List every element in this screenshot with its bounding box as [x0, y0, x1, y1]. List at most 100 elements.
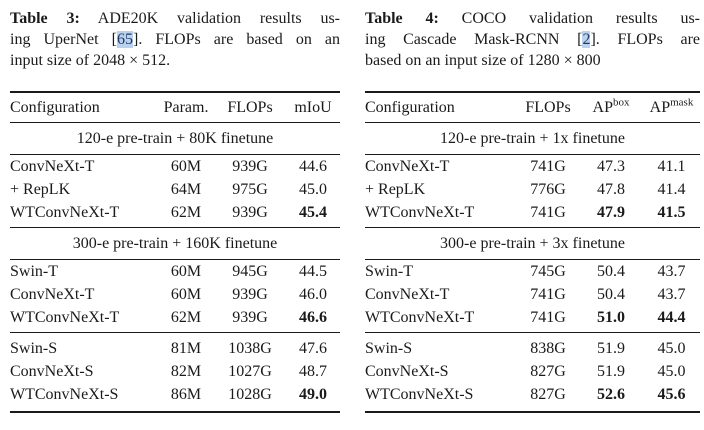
table3-column: Table 3: ADE20K validation results us-in…: [10, 8, 340, 413]
value-cell: 86M: [170, 386, 202, 403]
citation-link[interactable]: 65: [116, 31, 133, 48]
caption-line: based on an input size of 1280 × 800: [365, 50, 700, 71]
column-header-row: Configuration Param. FLOPs mIoU: [10, 92, 340, 123]
table-row: ConvNeXt-T 60M 939G 44.6: [10, 155, 340, 179]
value-cell: 1028G: [228, 386, 272, 403]
column-header-label: Param.: [163, 99, 209, 116]
value-cell: 64M: [170, 181, 202, 198]
value-cell: 44.6: [299, 158, 327, 175]
value-cell: 44.4: [643, 306, 700, 333]
value-cell: 745G: [530, 263, 566, 280]
column-header-label: Configuration: [10, 99, 100, 116]
value-cell: 49.0: [299, 386, 327, 403]
caption-segment: ing Cascade Mask-RCNN [: [365, 31, 583, 48]
column-header-label: AP: [649, 99, 671, 116]
value-cell: 50.4: [597, 263, 625, 280]
config-cell: + RepLK: [10, 181, 71, 198]
value-cell: 827G: [530, 363, 566, 380]
section-header-label: 300-e pre-train + 3x finetune: [365, 227, 700, 260]
column-header-label: mIoU: [294, 99, 332, 116]
column-header-superscript: box: [612, 96, 630, 109]
value-cell: 51.0: [579, 306, 643, 333]
config-cell: Swin-T: [10, 263, 58, 280]
value-cell: 41.4: [657, 181, 686, 198]
config-cell: + RepLK: [365, 181, 426, 198]
section-header-label: 120-e pre-train + 1x finetune: [365, 122, 700, 155]
value-cell: 47.8: [597, 181, 625, 198]
column-header: APbox: [579, 92, 643, 123]
table4-caption: Table 4: COCO validation results us-ing …: [365, 8, 700, 71]
value-cell: 939G: [232, 286, 268, 303]
config-cell: WTConvNeXt-T: [10, 306, 158, 333]
section-header-row: 300-e pre-train + 3x finetune: [365, 227, 700, 260]
caption-line: ing UperNet [65]. FLOPs are based on an: [10, 29, 340, 50]
column-header-label: FLOPs: [227, 99, 273, 116]
value-cell: 43.7: [657, 286, 686, 303]
caption-line: Table 4: COCO validation results us-: [365, 8, 700, 29]
table-row: WTConvNeXt-S 827G 52.6 45.6: [365, 383, 700, 412]
value-cell: 46.0: [299, 286, 327, 303]
value-cell: 939G: [214, 201, 286, 228]
value-cell: 44.5: [299, 263, 327, 280]
table4-column: Table 4: COCO validation results us-ing …: [365, 8, 700, 413]
config-cell: ConvNeXt-S: [365, 363, 449, 380]
column-header-label: Configuration: [365, 99, 455, 116]
value-cell: 45.0: [657, 340, 686, 357]
value-cell: 43.7: [657, 263, 686, 280]
table-row: ConvNeXt-T 741G 47.3 41.1: [365, 155, 700, 179]
value-cell: 51.9: [597, 363, 625, 380]
column-header: Param.: [158, 92, 214, 123]
config-cell: Swin-T: [365, 263, 413, 280]
value-cell: 45.0: [299, 181, 327, 198]
value-cell: 50.4: [597, 286, 625, 303]
table-row: Swin-T 745G 50.4 43.7: [365, 260, 700, 284]
value-cell: 741G: [517, 306, 579, 333]
value-cell: 741G: [530, 158, 566, 175]
value-cell: 776G: [530, 181, 566, 198]
table-row: ConvNeXt-T 741G 50.4 43.7: [365, 283, 700, 306]
section-header-label: 300-e pre-train + 160K finetune: [10, 227, 340, 260]
value-cell: 45.6: [657, 386, 686, 403]
value-cell: 60M: [170, 158, 202, 175]
value-cell: 945G: [232, 263, 268, 280]
table-row: WTConvNeXt-S 86M 1028G 49.0: [10, 383, 340, 412]
column-header: Configuration: [365, 92, 517, 123]
caption-segment: COCO validation results us-: [438, 10, 700, 27]
caption-segment: input size of 2048 × 512.: [10, 52, 171, 69]
table-row: ConvNeXt-S 82M 1027G 48.7: [10, 360, 340, 383]
column-header: FLOPs: [214, 92, 286, 123]
citation-link[interactable]: 2: [582, 31, 591, 48]
value-cell: 838G: [530, 340, 566, 357]
section-header-row: 300-e pre-train + 160K finetune: [10, 227, 340, 260]
value-cell: 41.5: [643, 201, 700, 228]
value-cell: 48.7: [299, 363, 327, 380]
value-cell: 1027G: [228, 363, 272, 380]
value-cell: 60M: [170, 286, 202, 303]
caption-line: Table 3: ADE20K validation results us-: [10, 8, 340, 29]
caption-segment: Table 4:: [365, 10, 439, 27]
column-header-label: FLOPs: [525, 99, 571, 116]
table-row: ConvNeXt-S 827G 51.9 45.0: [365, 360, 700, 383]
value-cell: 45.0: [657, 363, 686, 380]
column-header: Configuration: [10, 92, 158, 123]
table-row: WTConvNeXt-T 741G 47.9 41.5: [365, 201, 700, 228]
value-cell: 52.6: [597, 386, 625, 403]
caption-line: ing Cascade Mask-RCNN [2]. FLOPs are: [365, 29, 700, 50]
value-cell: 939G: [232, 158, 268, 175]
value-cell: 939G: [214, 306, 286, 333]
column-header: mIoU: [286, 92, 340, 123]
column-header: APmask: [643, 92, 700, 123]
table-row: WTConvNeXt-T 62M 939G 46.6: [10, 306, 340, 333]
value-cell: 41.1: [657, 158, 686, 175]
table-row: + RepLK 776G 47.8 41.4: [365, 178, 700, 201]
value-cell: 47.3: [597, 158, 625, 175]
config-cell: ConvNeXt-S: [10, 363, 94, 380]
section-header-row: 120-e pre-train + 80K finetune: [10, 122, 340, 155]
config-cell: Swin-S: [365, 340, 413, 357]
value-cell: 827G: [530, 386, 566, 403]
value-cell: 47.9: [579, 201, 643, 228]
config-cell: WTConvNeXt-S: [10, 386, 119, 403]
value-cell: 47.6: [299, 340, 327, 357]
caption-line: input size of 2048 × 512.: [10, 50, 340, 71]
config-cell: ConvNeXt-T: [10, 286, 95, 303]
